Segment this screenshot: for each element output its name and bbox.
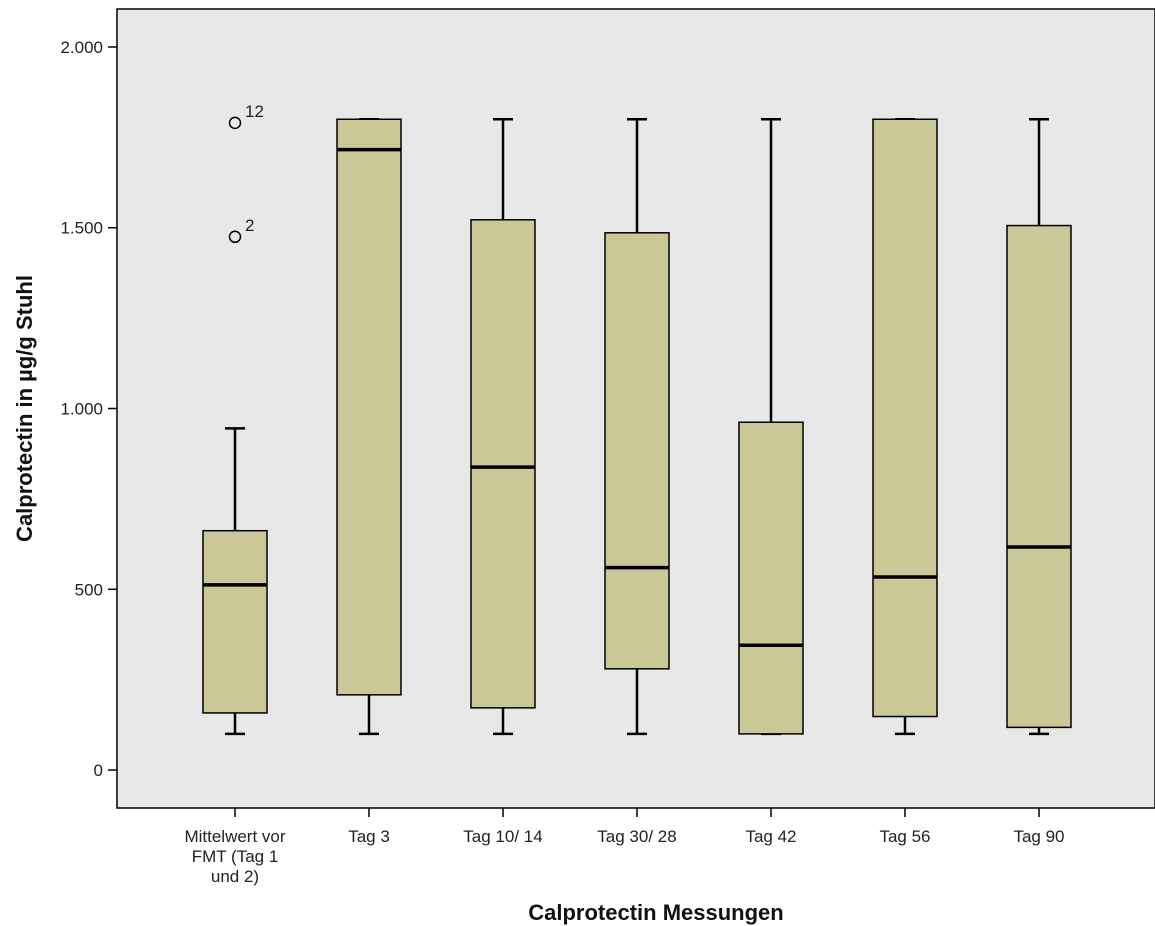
y-tick-label: 500 xyxy=(75,580,103,599)
x-axis-title: Calprotectin Messungen xyxy=(528,900,783,925)
x-tick-label: Tag 3 xyxy=(348,827,390,846)
x-tick-label: Tag 10/ 14 xyxy=(463,827,542,846)
y-tick-label: 2.000 xyxy=(60,38,103,57)
y-tick-label: 1.500 xyxy=(60,219,103,238)
box-iqr xyxy=(336,118,402,696)
outlier-point xyxy=(228,116,242,130)
box-iqr xyxy=(1006,224,1072,729)
y-tick-label: 0 xyxy=(94,761,103,780)
outlier-point xyxy=(228,230,242,244)
outlier-label: 2 xyxy=(245,216,254,235)
box-iqr xyxy=(470,219,536,709)
x-tick-label: Mittelwert vor FMT (Tag 1 und 2) xyxy=(184,827,285,886)
y-axis-title: Calprotectin in µg/g Stuhl xyxy=(12,275,37,542)
box-iqr xyxy=(738,421,804,735)
box-iqr xyxy=(872,118,938,718)
outlier-label: 12 xyxy=(245,102,264,121)
x-tick-label: Tag 42 xyxy=(745,827,796,846)
box-iqr xyxy=(604,232,670,670)
x-tick-label: Tag 56 xyxy=(879,827,930,846)
x-tick-label: Tag 90 xyxy=(1013,827,1064,846)
y-tick-label: 1.000 xyxy=(60,400,103,419)
box-iqr xyxy=(202,529,268,714)
x-tick-label: Tag 30/ 28 xyxy=(597,827,676,846)
